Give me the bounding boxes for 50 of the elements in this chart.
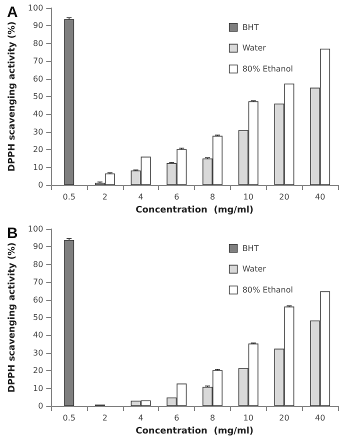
y-tick-label: 50 (32, 313, 44, 322)
y-tick-label: 40 (32, 110, 44, 119)
x-axis-title: Concentration (mg/ml) (136, 426, 254, 436)
y-tick-label: 0 (38, 180, 44, 190)
x-tick-label: 0.5 (62, 414, 76, 422)
y-tick-label: 40 (32, 330, 44, 340)
x-tick-label: 6 (174, 414, 180, 422)
legend-label: Water (242, 264, 267, 274)
y-tick-label: 50 (32, 92, 44, 101)
x-tick-label: 2 (102, 192, 108, 202)
y-tick-label: 90 (32, 242, 44, 252)
y-tick-label: 100 (28, 224, 44, 234)
y-tick-label: 30 (32, 127, 44, 136)
x-axis-title: Concentration (mg/ml) (136, 205, 254, 216)
y-tick-label: 100 (28, 4, 44, 12)
legend-label: 80% Ethanol (242, 286, 294, 294)
x-tick-label: 8 (210, 414, 216, 422)
legend-label: 80% Ethanol (242, 64, 294, 74)
y-tick-label: 90 (32, 21, 44, 30)
x-tick-label: 40 (314, 414, 326, 422)
y-tick-label: 80 (32, 38, 44, 48)
x-tick-label: 40 (314, 192, 326, 202)
legend-label: BHT (242, 22, 259, 32)
y-tick-label: 20 (32, 145, 44, 154)
y-tick-label: 70 (32, 56, 44, 66)
y-tick-label: 60 (32, 295, 44, 304)
y-tick-label: 80 (32, 260, 44, 269)
x-tick-label: 4 (138, 414, 144, 422)
y-tick-label: 60 (32, 74, 44, 84)
x-tick-label: 4 (138, 192, 144, 202)
x-tick-label: 20 (279, 414, 290, 422)
legend-label: Water (242, 44, 267, 53)
x-tick-label: 8 (210, 192, 216, 202)
legend-label: BHT (242, 244, 259, 253)
x-tick-label: 10 (243, 192, 254, 202)
x-tick-label: 20 (279, 192, 290, 202)
x-tick-label: 0.5 (62, 192, 76, 202)
chart-title: B (7, 225, 18, 242)
y-axis-title: DPPH scavenging activity (%) (8, 242, 18, 393)
x-tick-label: 6 (174, 192, 180, 202)
y-tick-label: 30 (32, 348, 44, 358)
y-tick-label: 10 (32, 384, 44, 393)
y-axis-title: DPPH scavenging activity (%) (8, 21, 18, 172)
y-tick-label: 0 (38, 402, 44, 410)
y-tick-label: 10 (32, 162, 44, 172)
chart-title: A (7, 4, 18, 21)
x-tick-label: 2 (102, 414, 108, 422)
y-tick-label: 20 (32, 366, 44, 376)
y-tick-label: 70 (32, 278, 44, 287)
x-tick-label: 10 (243, 414, 254, 422)
